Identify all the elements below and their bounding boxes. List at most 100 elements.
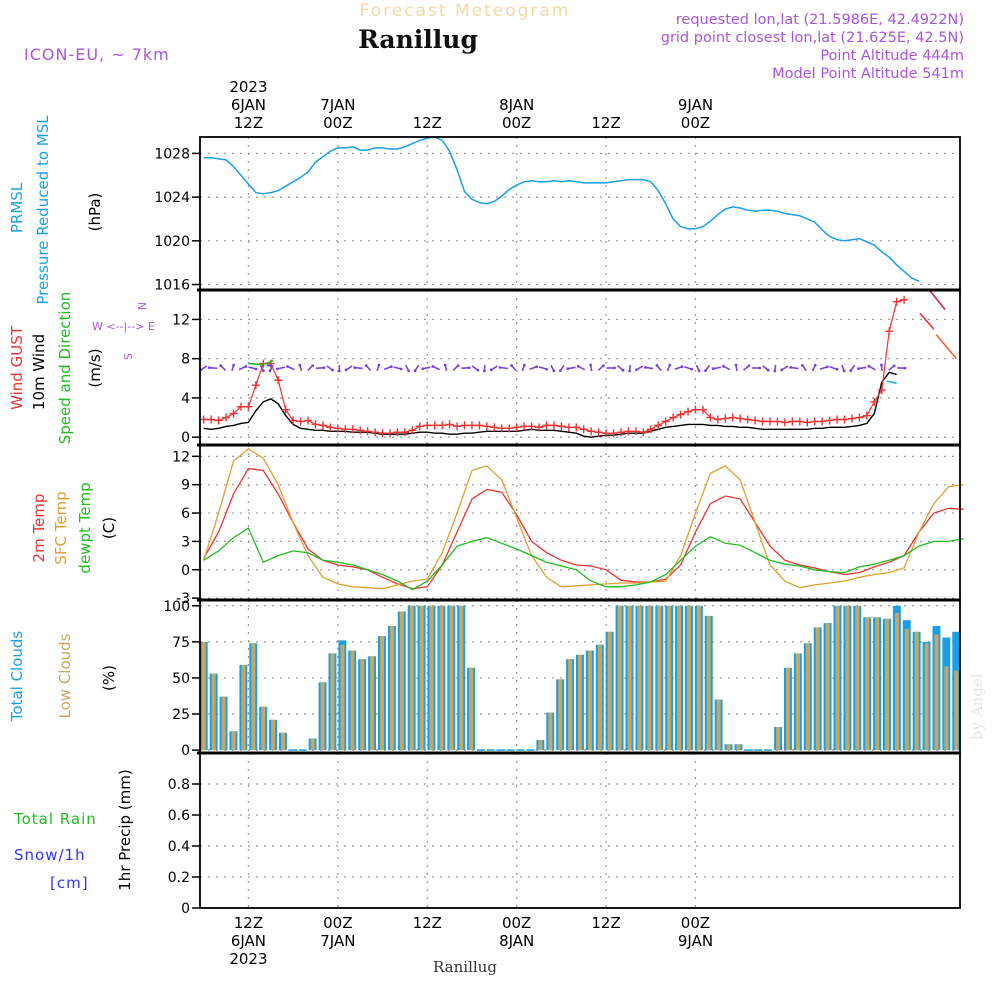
wind-direction-arrowhead	[499, 366, 502, 369]
gust-marker	[848, 415, 856, 423]
low-cloud-bar	[737, 744, 741, 750]
y-tick-label: 4	[181, 391, 190, 407]
wind-direction-arrowhead	[269, 369, 272, 372]
wind-direction-arrowhead	[893, 364, 896, 367]
low-cloud-bar	[420, 606, 424, 750]
gust-marker	[803, 418, 811, 426]
low-cloud-bar	[232, 731, 236, 750]
y-tick-label: 1016	[154, 278, 190, 294]
bottom-time-label: 12Z	[591, 914, 620, 932]
y-tick-label: 0.6	[168, 808, 190, 824]
low-cloud-bar	[796, 653, 800, 750]
low-cloud-bar	[657, 606, 661, 750]
gust-marker	[893, 298, 901, 306]
wind-direction-arrowhead	[628, 370, 631, 373]
gust-marker	[326, 423, 334, 431]
top-time-label: 00Z	[323, 114, 352, 132]
wind-direction-arrowhead	[510, 364, 513, 367]
wind-direction-arrowhead	[219, 364, 222, 367]
low-cloud-bar	[548, 713, 552, 751]
gust-marker	[550, 421, 558, 429]
gust-marker	[773, 417, 781, 425]
low-cloud-bar	[885, 619, 889, 750]
low-cloud-bar	[538, 740, 542, 750]
low-cloud-bar	[469, 668, 473, 750]
gust-marker	[736, 415, 744, 423]
gust-marker	[595, 428, 603, 436]
gust-marker	[274, 376, 282, 384]
gust-marker	[610, 429, 618, 437]
wind-direction-arrowhead	[747, 364, 750, 367]
low-cloud-bar	[202, 642, 206, 750]
low-cloud-bar	[816, 627, 820, 750]
gust-marker	[319, 421, 327, 429]
pressure-ylabel-2: Pressure Reduced to MSL	[34, 115, 52, 305]
gust-marker	[580, 425, 588, 433]
wind-ylabel-wind: 10m Wind	[30, 334, 48, 410]
panel-frame-precipitation	[200, 753, 960, 908]
y-tick-label: 12	[172, 449, 190, 465]
low-cloud-bar	[855, 606, 859, 750]
top-time-label: 12Z	[234, 114, 263, 132]
gust-marker	[461, 421, 469, 429]
wind-direction-arrowhead	[276, 368, 279, 371]
low-cloud-bar	[311, 739, 315, 751]
low-cloud-bar	[271, 720, 275, 750]
wind-direction-arrowhead	[613, 367, 616, 370]
y-tick-label: 0.2	[168, 870, 190, 886]
low-cloud-bar	[568, 659, 572, 750]
gust-marker	[833, 415, 841, 423]
gust-marker	[297, 417, 305, 425]
wind-direction-arrowhead	[444, 364, 447, 367]
wind-direction-arrowhead	[298, 364, 301, 367]
wind-direction-arrowhead	[857, 367, 860, 370]
low-cloud-bar	[439, 606, 443, 750]
gust-marker	[639, 428, 647, 436]
low-cloud-bar	[380, 636, 384, 750]
wind-direction-arrowhead	[353, 366, 356, 369]
low-cloud-bar	[826, 623, 830, 750]
precip-legend-cm: [cm]	[50, 874, 89, 892]
low-cloud-bar	[647, 606, 651, 750]
low-cloud-bar	[875, 617, 879, 750]
gust-marker	[565, 423, 573, 431]
low-cloud-bar	[608, 632, 612, 750]
y-tick-label: 75	[172, 635, 190, 651]
wind-direction-arrowhead	[468, 366, 471, 369]
wind-direction-arrowhead	[208, 366, 211, 369]
requested-coords: requested lon,lat (21.5986E, 42.4922N)	[676, 12, 964, 28]
gust-marker	[557, 422, 565, 430]
wind-direction-arrowhead	[704, 369, 707, 372]
wind-direction-arrowhead	[559, 369, 562, 372]
gust-marker	[900, 296, 908, 304]
gust-marker	[766, 417, 774, 425]
gust-marker	[371, 428, 379, 436]
wind-direction-arrowhead	[286, 365, 289, 368]
low-cloud-bar	[954, 671, 958, 750]
bottom-time-label: 12Z	[234, 914, 263, 932]
gust-marker	[401, 428, 409, 436]
top-time-label: 12Z	[413, 114, 442, 132]
wind-direction-arrowhead	[826, 365, 829, 368]
y-tick-label: 25	[172, 707, 190, 723]
top-time-label: 7JAN	[320, 96, 355, 114]
wind-direction-arrowhead	[773, 370, 776, 373]
compass-we: W <--|--> E	[92, 320, 155, 333]
gust-marker	[304, 416, 312, 424]
gust-marker	[632, 427, 640, 435]
low-cloud-bar	[222, 697, 226, 750]
gust-marker	[431, 421, 439, 429]
wind-direction-arrowhead	[390, 365, 393, 368]
wind-direction-arrowhead	[758, 367, 761, 370]
wind-direction-arrowhead	[644, 366, 647, 369]
gust-marker	[446, 420, 454, 428]
wind-direction-arrowhead	[635, 368, 638, 371]
compass-n: N	[135, 302, 148, 310]
y-tick-label: 9	[181, 478, 190, 494]
bottom-time-label: 8JAN	[499, 932, 534, 950]
low-cloud-bar	[360, 659, 364, 750]
wind-direction-arrowhead	[232, 364, 235, 367]
bottom-time-label: 6JAN	[231, 932, 266, 950]
gust-marker	[826, 416, 834, 424]
